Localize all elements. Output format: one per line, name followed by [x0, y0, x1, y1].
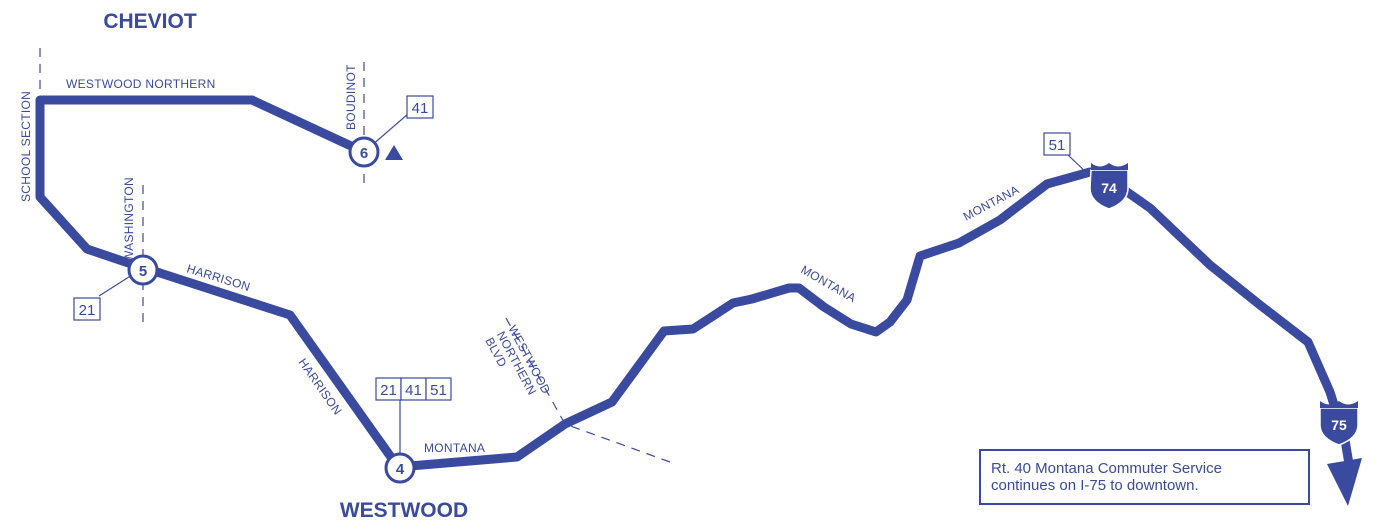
i74-route-leader — [1067, 154, 1091, 177]
route-40-branch-cheviot — [247, 95, 369, 157]
route-box: 41 — [412, 100, 429, 117]
westwood-northern-blvd-label: WESTWOOD NORTHERN BLVD — [482, 323, 553, 398]
stop6-connecting-routes: 41 — [406, 95, 434, 119]
street-label: MONTANA — [424, 441, 485, 455]
i75-label: 75 — [1331, 417, 1347, 433]
stop-6-number: 6 — [360, 145, 368, 162]
interstate-74-shield: 74 — [1089, 163, 1129, 210]
town-label-westwood: WESTWOOD — [340, 499, 468, 522]
route-box: 51 — [430, 382, 447, 399]
route-box: 51 — [1049, 137, 1066, 154]
route-box: 41 — [405, 382, 422, 399]
stop-4[interactable]: 4 — [384, 452, 416, 484]
stop4-connecting-routes: 21 41 51 — [375, 377, 452, 401]
street-label: BOUDINOT — [344, 64, 358, 130]
route-box: 21 — [380, 382, 397, 399]
route-box: 21 — [79, 302, 96, 319]
note-line: continues on I-75 to downtown. — [991, 477, 1199, 494]
arrow-down-icon — [1327, 458, 1362, 506]
stop-5-number: 5 — [139, 263, 147, 280]
street-label: WESTWOOD NORTHERN — [66, 77, 216, 91]
interstate-75-shield: 75 — [1319, 401, 1359, 446]
westwood-northern-blvd-street — [505, 317, 671, 463]
stop5-connecting-routes: 21 — [73, 297, 101, 321]
i74-label: 74 — [1101, 180, 1117, 196]
stop-4-number: 4 — [396, 461, 405, 478]
street-label: WASHINGTON — [122, 177, 136, 262]
stop-6[interactable]: 6 — [348, 136, 380, 168]
route-40-line — [35, 95, 1355, 475]
triangle-icon — [385, 145, 403, 160]
town-label-cheviot: CHEVIOT — [103, 10, 197, 33]
commuter-service-note: Rt. 40 Montana Commuter Service continue… — [979, 449, 1310, 505]
street-label: SCHOOL SECTION — [19, 91, 33, 202]
stop-5[interactable]: 5 — [127, 254, 159, 286]
street-label: MONTANA — [961, 183, 1022, 224]
i74-connecting-routes: 51 — [1043, 132, 1071, 156]
note-line: Rt. 40 Montana Commuter Service — [991, 460, 1222, 477]
